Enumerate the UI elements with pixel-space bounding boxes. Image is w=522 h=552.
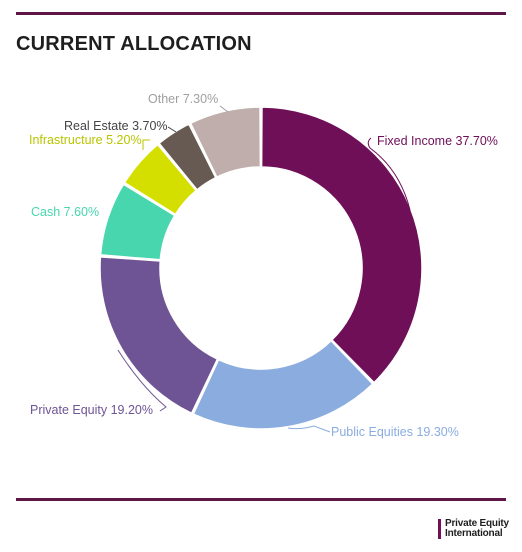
labels-group: Fixed Income 37.70% Public Equities 19.30…	[29, 92, 498, 439]
label-cash: Cash 7.60%	[31, 205, 99, 219]
leader-line-public-equities	[287, 425, 331, 433]
label-infrastructure: Infrastructure 5.20%	[29, 133, 142, 147]
label-other: Other 7.30%	[148, 92, 218, 106]
leader-line-other	[219, 105, 229, 113]
label-private-equity: Private Equity 19.20%	[30, 403, 153, 417]
bottom-rule	[16, 498, 506, 501]
slice-infrastructure	[123, 143, 198, 216]
top-rule	[16, 12, 506, 15]
brand-logo: Private Equity International	[438, 519, 509, 539]
brand-line-2: International	[445, 528, 503, 539]
label-fixed-income: Fixed Income 37.70%	[377, 134, 498, 148]
leader-line-infrastructure	[142, 139, 150, 150]
brand-line-1: Private Equity	[445, 518, 509, 529]
brand-bar	[438, 519, 441, 539]
slice-public-equities	[192, 339, 374, 430]
slice-other	[189, 106, 262, 179]
slice-real-estate	[158, 123, 217, 191]
leader-line-real-estate	[167, 126, 177, 133]
slice-fixed-income	[260, 106, 423, 384]
chart-title: CURRENT ALLOCATION	[16, 33, 252, 55]
slice-private-equity	[99, 256, 219, 415]
leader-line-private-equity	[117, 349, 167, 412]
label-public-equities: Public Equities 19.30%	[331, 425, 459, 439]
slice-cash	[99, 183, 176, 261]
slices-group	[99, 106, 423, 430]
label-real-estate: Real Estate 3.70%	[64, 119, 168, 133]
leader-line-fixed-income	[367, 137, 411, 211]
